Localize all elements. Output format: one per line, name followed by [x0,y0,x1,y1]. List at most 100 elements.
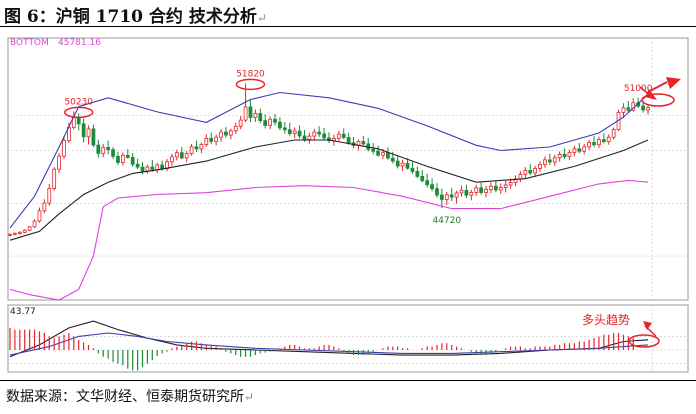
bottom-label: BOTTOM [10,38,49,48]
candle-down [297,130,302,137]
candle-up [174,152,179,158]
macd-arrowhead [643,321,652,330]
candle-down [317,131,322,135]
candle-up [582,146,587,152]
candle-up [52,168,57,189]
candle-down [322,133,326,139]
candle-up [37,210,42,222]
candle-down [194,146,199,150]
candle-down [410,167,415,172]
candle-up [204,138,209,145]
candle-up [268,118,272,126]
candle-down [130,156,135,165]
candle-up [243,106,248,121]
candle-up [533,168,537,174]
candle-up [508,182,513,186]
candle-up [199,144,204,150]
candle-up [214,136,218,142]
candle-down [302,135,307,140]
candle-up [543,159,547,165]
candle-down [415,171,420,177]
candle-up [523,170,528,175]
candle-up [22,229,27,233]
candle-up [13,232,17,235]
candle-down [81,123,86,138]
candle-down [224,131,228,136]
candle-up [474,187,479,193]
candle-down [258,113,263,122]
lower-band-line [9,179,649,301]
forecast-arrowhead [666,77,681,89]
candle-up [336,133,341,139]
chart-title: 图 6：沪铜 1710 合约 技术分析↵ [4,7,267,27]
candle-down [528,170,533,174]
middle-band-line [9,139,649,241]
candle-up [444,194,449,200]
candle-down [361,141,366,145]
candle-up [557,154,562,159]
candle-up [253,113,258,118]
candle-up [101,146,106,154]
candle-up [42,202,47,212]
candle-up [503,184,508,188]
candle-down [420,175,425,182]
candle-up [121,154,125,163]
candle-up [184,153,189,159]
candle-up [498,187,503,191]
candle-down [371,148,376,152]
candle-up [489,185,493,190]
candle-down [562,154,567,158]
candle-down [464,189,469,196]
price-annotation: 51000 [624,84,653,94]
candle-down [425,180,430,186]
candle-up [567,152,572,158]
upper-band-line [9,91,649,229]
candle-down [287,129,292,135]
candle-up [621,107,626,113]
candle-down [577,148,582,152]
candle-up [454,192,459,198]
candle-down [592,142,596,146]
candle-down [140,166,145,172]
candle-down [346,137,351,144]
candle-up [170,156,174,163]
candle-up [552,157,557,163]
candle-down [547,159,552,163]
candle-down [430,184,434,190]
macd-diff-line [9,320,649,358]
candle-down [390,157,395,162]
top-rule [0,26,696,27]
price-annotation: 44720 [432,216,461,226]
candle-up [597,139,601,146]
bottom-rule [0,380,696,381]
candle-down [479,187,484,193]
forecast-circle [641,93,675,107]
candle-up [587,142,591,148]
candle-up [381,152,385,156]
grid [7,37,689,373]
candle-up [233,126,238,132]
trend-annotation: 多头趋势 [582,313,630,327]
candle-down [263,120,268,126]
candle-down [405,162,410,169]
candle-up [484,188,488,193]
candle-up [292,130,297,135]
candle-down [395,160,400,167]
candle-down [96,144,101,154]
bottom-value: 45781.16 [58,38,101,48]
candle-down [376,150,380,156]
candle-up [307,135,312,140]
candle-down [125,154,130,158]
candle-down [248,106,253,118]
candle-down [209,138,214,142]
candle-up [611,129,616,138]
candle-down [111,149,115,157]
candle-up [57,155,61,170]
candle-up [62,140,66,157]
candle-up [219,131,223,138]
candle-up [145,166,150,172]
price-annotation: 50230 [64,97,93,107]
candle-down [440,194,444,200]
candle-down [116,155,120,163]
